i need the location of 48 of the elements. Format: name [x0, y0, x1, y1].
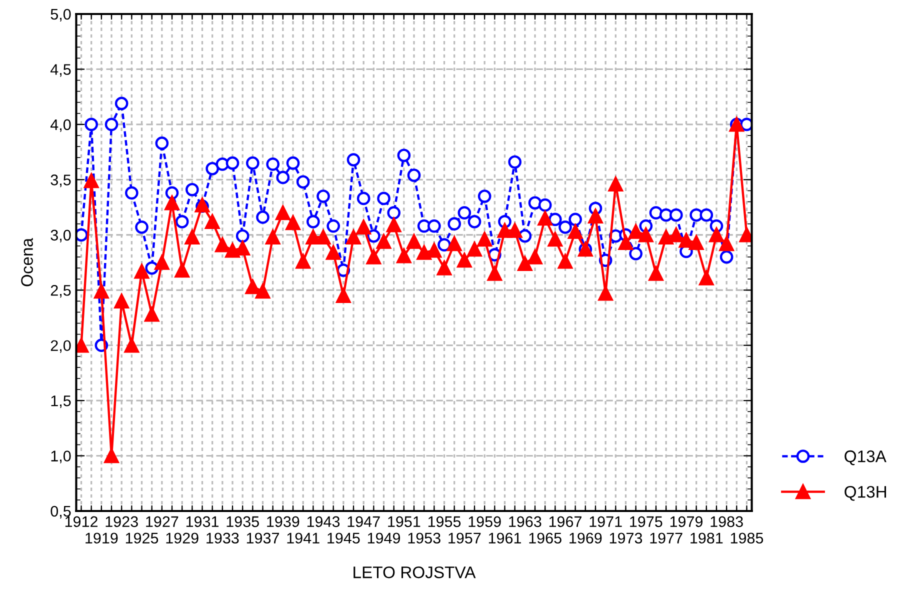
x-tick-label: 1945 [328, 532, 360, 544]
x-tick-label: 1923 [106, 516, 138, 528]
x-tick-label: 1983 [710, 516, 743, 528]
x-tick-label: 1967 [549, 516, 582, 528]
x-tick-label: 1963 [509, 516, 542, 528]
x-tick-label: 1953 [408, 532, 440, 544]
y-tick-label: 3,5 [50, 174, 71, 188]
x-tick-label: 1977 [650, 532, 682, 544]
x-tick-label: 1925 [126, 532, 158, 544]
x-tick-label: 1943 [307, 516, 340, 528]
x-tick-label: 1935 [226, 516, 259, 528]
x-tick-label: 1973 [610, 532, 642, 544]
x-axis-title: LETO ROJSTVA [354, 566, 476, 578]
y-tick-label: 4,5 [50, 64, 71, 77]
x-tick-label: 1971 [590, 516, 622, 528]
x-tick-label: 1939 [267, 516, 300, 528]
x-tick-label: 1959 [468, 516, 501, 528]
y-tick-label: 2,5 [50, 284, 71, 298]
x-tick-label: 1937 [246, 532, 279, 544]
y-tick-label: 1,0 [51, 450, 71, 464]
y-tick-label: 0,5 [50, 506, 71, 518]
y-tick-label: 2,0 [50, 340, 71, 353]
x-tick-label: 1949 [368, 532, 400, 544]
x-tick-label: 1931 [186, 516, 219, 528]
y-axis-title: Ocena [21, 238, 33, 286]
legend-label: Q13H [844, 486, 886, 501]
x-tick-label: 1929 [166, 532, 198, 544]
x-tick-label: 1979 [670, 516, 703, 528]
x-tick-label: 1985 [730, 532, 764, 544]
y-tick-label: 3,0 [50, 230, 71, 242]
x-tick-label: 1961 [488, 532, 521, 544]
x-tick-label: 1941 [287, 532, 320, 544]
x-tick-label: 1957 [448, 532, 481, 544]
x-tick-label: 1927 [146, 516, 178, 528]
x-tick-label: 1981 [690, 532, 723, 544]
x-tick-label: 1969 [570, 532, 602, 544]
x-tick-label: 1919 [86, 532, 118, 544]
x-tick-label: 1933 [206, 532, 239, 544]
y-tick-label: 1,5 [51, 396, 71, 408]
x-tick-label: 1965 [529, 532, 562, 544]
x-tick-label: 1955 [428, 516, 461, 528]
legend-label: Q13A [844, 450, 886, 466]
x-tick-label: 1947 [348, 516, 380, 528]
x-tick-label: 1912 [65, 516, 98, 528]
x-tick-label: 1975 [630, 516, 662, 528]
y-tick-label: 4,0 [50, 119, 71, 132]
x-tick-label: 1951 [388, 516, 420, 528]
y-tick-label: 5,0 [50, 8, 71, 22]
